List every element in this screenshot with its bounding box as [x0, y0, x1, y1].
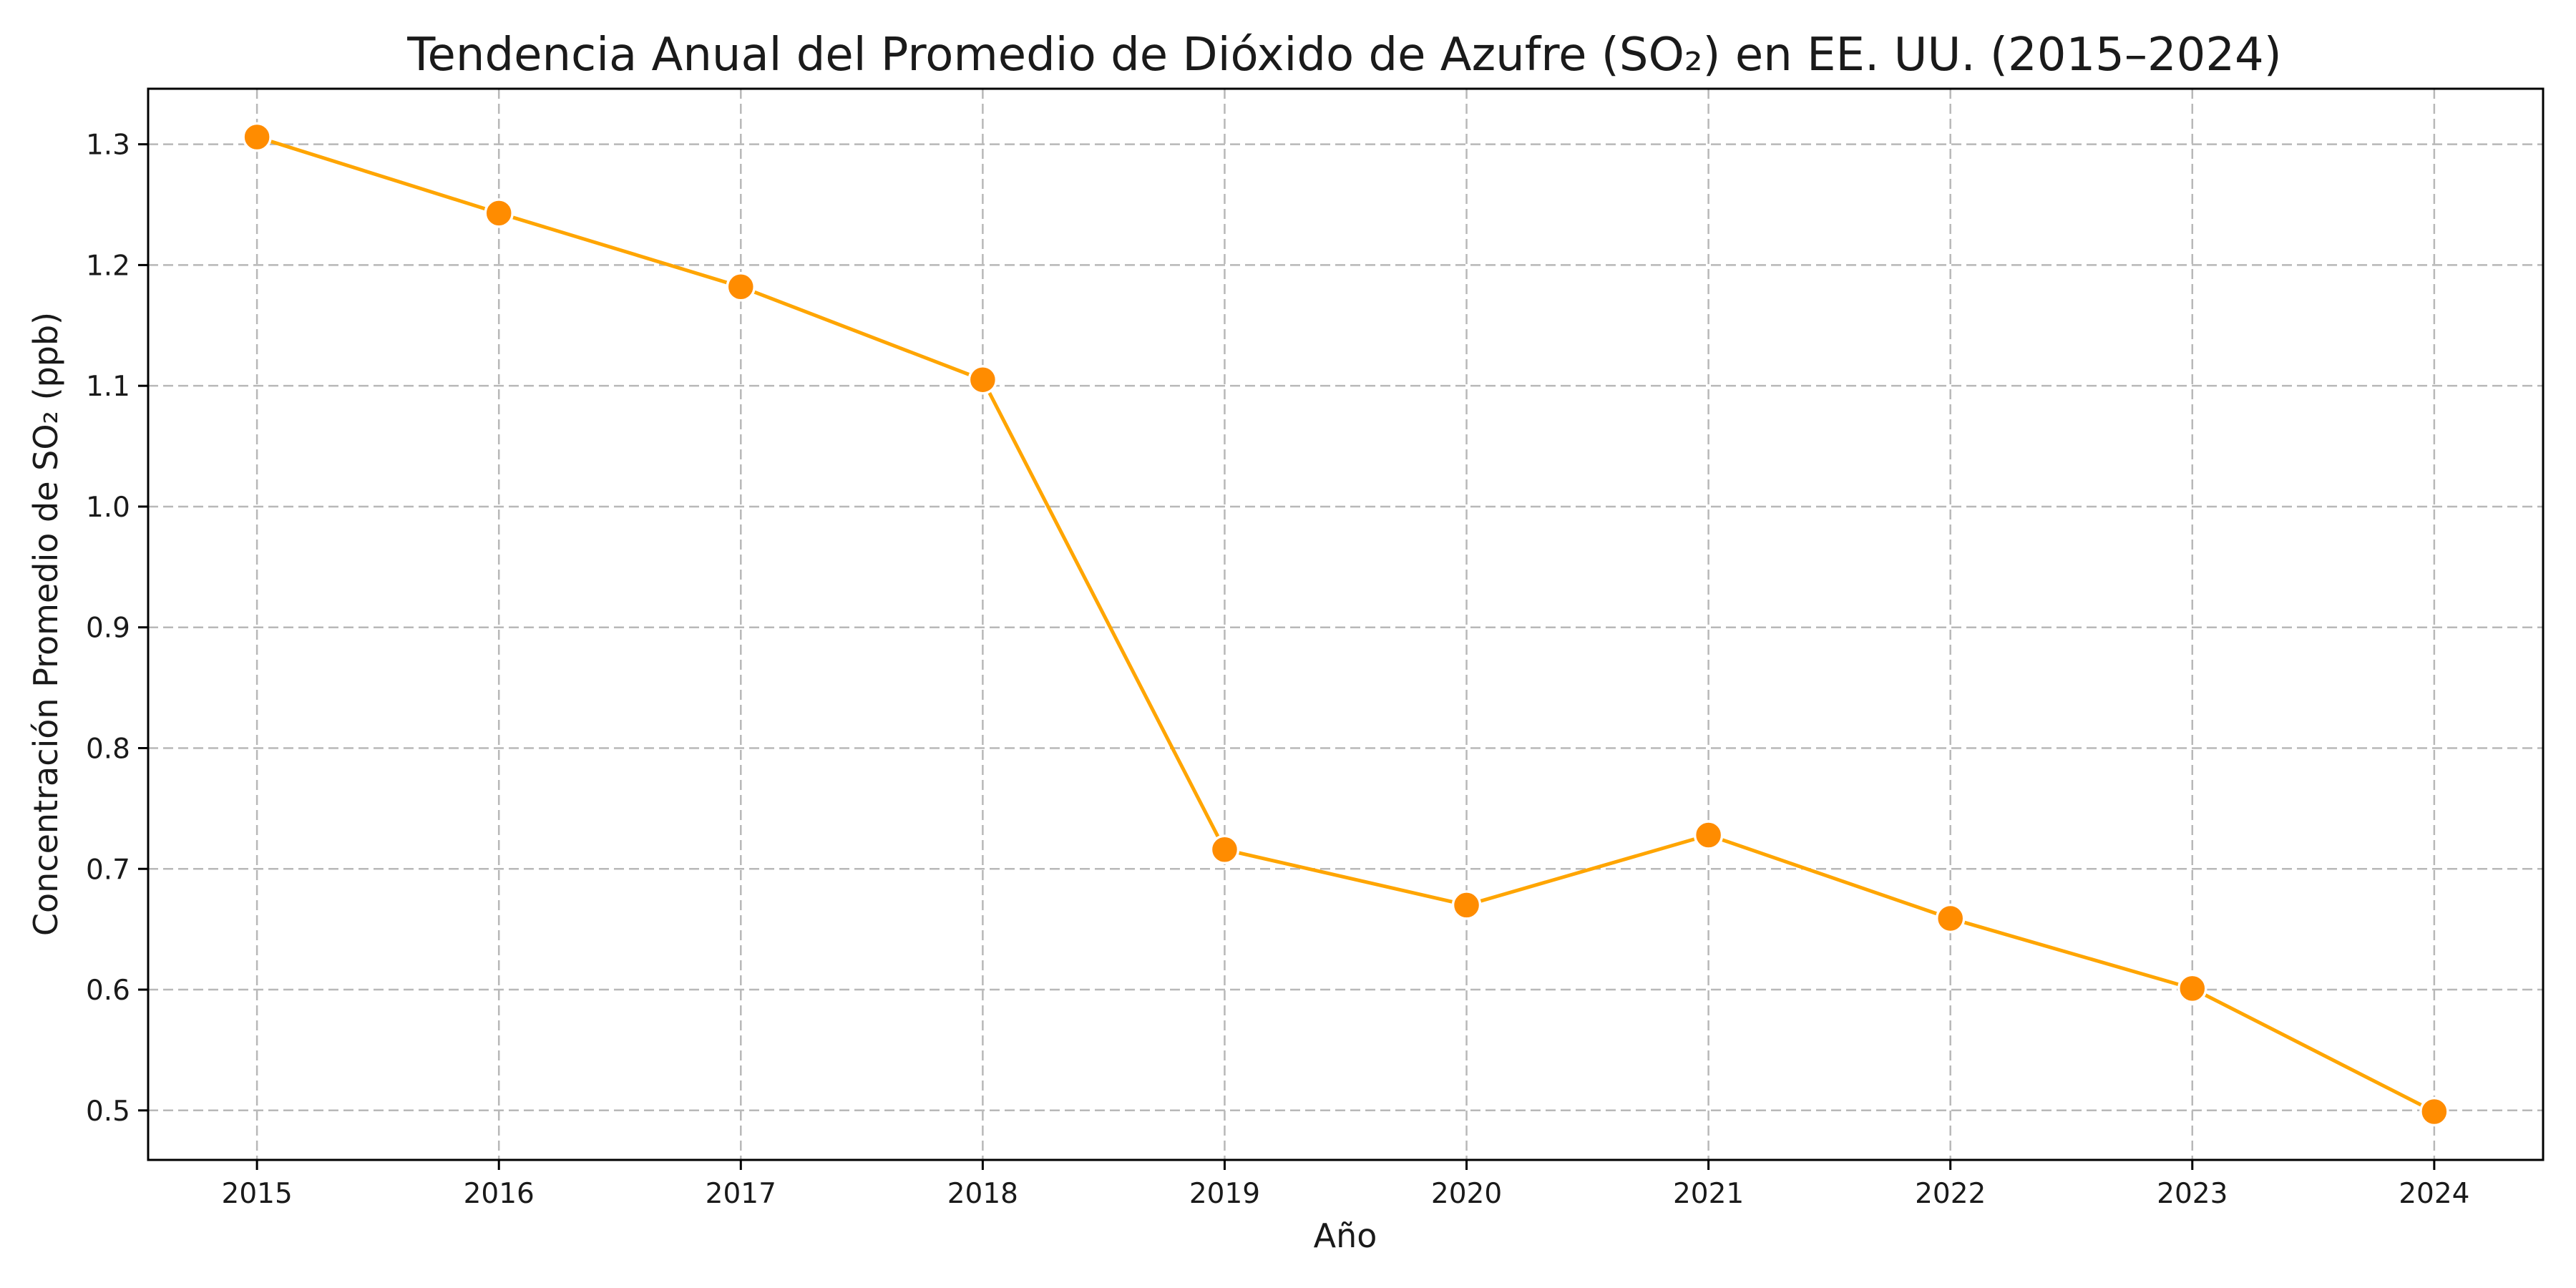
x-tick-label: 2023 [2157, 1178, 2228, 1210]
y-tick-label: 1.2 [86, 250, 130, 282]
plot-frame [147, 87, 2545, 1161]
y-tick-label: 0.7 [86, 854, 130, 886]
series-line [256, 135, 2435, 1113]
x-tick-label: 2017 [706, 1178, 776, 1210]
y-tick-label: 0.6 [86, 975, 130, 1007]
y-tick-label: 0.9 [86, 613, 130, 645]
x-tick-label: 2018 [947, 1178, 1018, 1210]
x-tick-label: 2019 [1189, 1178, 1260, 1210]
data-point-2023 [2177, 973, 2207, 1004]
x-tick-label: 2016 [464, 1178, 535, 1210]
data-point-2016 [484, 198, 514, 228]
y-tick-label: 1.3 [86, 130, 130, 162]
grid-lines [148, 89, 2543, 1160]
x-tick-label: 2024 [2399, 1178, 2469, 1210]
x-tick-label: 2015 [222, 1178, 293, 1210]
y-tick-label: 0.8 [86, 733, 130, 765]
data-point-2022 [1935, 903, 1966, 934]
axis-ticks: 2015 2016 2017 2018 2019 2020 2021 2022 2023 2024… [86, 130, 2470, 1210]
chart-title: Tendencia Anual del Promedio de Dióxido … [406, 29, 2281, 82]
y-tick-label: 1.0 [86, 492, 130, 524]
series-layer [242, 122, 2449, 1127]
x-tick-label: 2020 [1431, 1178, 1502, 1210]
x-tick-label: 2021 [1673, 1178, 1744, 1210]
data-point-2017 [726, 272, 756, 302]
x-axis-label: Año [1314, 1216, 1377, 1255]
y-tick-label: 1.1 [86, 371, 130, 403]
data-point-2024 [2419, 1096, 2449, 1127]
data-point-2021 [1693, 820, 1724, 850]
data-point-2015 [242, 122, 272, 152]
y-tick-label: 0.5 [86, 1096, 130, 1128]
data-point-2018 [967, 364, 998, 395]
data-point-2019 [1209, 834, 1240, 865]
data-point-2020 [1451, 890, 1482, 920]
y-axis-label: Concentración Promedio de SO₂ (ppb) [26, 312, 65, 936]
x-tick-label: 2022 [1915, 1178, 1986, 1210]
